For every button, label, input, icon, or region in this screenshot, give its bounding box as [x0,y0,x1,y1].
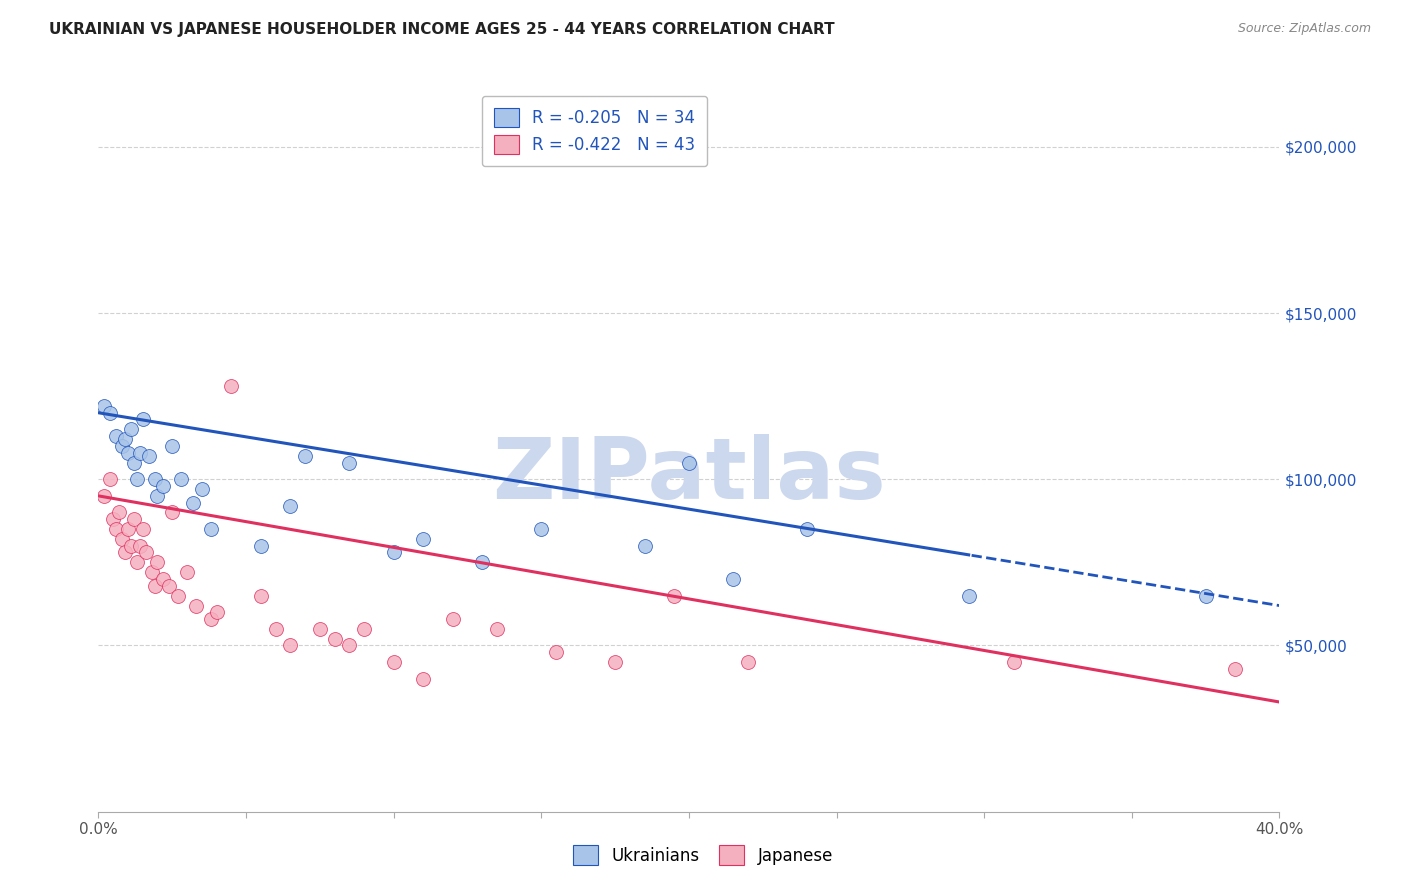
Point [93,399,115,413]
Point [530,522,553,536]
Point [723,572,745,586]
Point [634,539,657,553]
Point [132,412,155,426]
Point [280,499,302,513]
Point [280,639,302,653]
Point [125,472,148,486]
Point [120,539,142,553]
Point [152,479,174,493]
Legend: Ukrainians, Japanese: Ukrainians, Japanese [562,836,844,875]
Point [170,472,193,486]
Point [339,456,361,470]
Point [162,439,183,453]
Point [339,639,361,653]
Point [138,449,160,463]
Point [122,456,145,470]
Point [221,379,243,393]
Point [141,566,163,580]
Point [152,572,174,586]
Text: Source: ZipAtlas.com: Source: ZipAtlas.com [1237,22,1371,36]
Point [309,622,332,636]
Point [382,655,405,669]
Point [132,522,155,536]
Point [122,512,145,526]
Point [959,589,981,603]
Point [111,439,134,453]
Point [98,472,121,486]
Point [353,622,375,636]
Point [382,545,405,559]
Point [143,472,166,486]
Point [143,579,166,593]
Point [167,589,190,603]
Point [135,545,157,559]
Point [117,522,139,536]
Point [108,506,131,520]
Point [737,655,759,669]
Point [128,539,150,553]
Point [264,622,287,636]
Point [114,433,136,447]
Point [546,645,568,659]
Point [105,429,128,443]
Point [250,539,273,553]
Point [412,532,434,546]
Point [105,522,128,536]
Point [176,566,198,580]
Point [605,655,627,669]
Point [98,406,121,420]
Point [323,632,346,646]
Point [181,495,204,509]
Point [250,589,273,603]
Point [162,506,183,520]
Point [678,456,700,470]
Point [146,489,169,503]
Point [200,612,222,626]
Point [111,532,134,546]
Point [1002,655,1025,669]
Point [191,482,214,496]
Point [184,599,207,613]
Point [205,605,228,619]
Point [103,512,125,526]
Point [146,555,169,569]
Point [200,522,222,536]
Point [120,422,142,436]
Point [294,449,316,463]
Point [664,589,686,603]
Point [125,555,148,569]
Legend: R = -0.205   N = 34, R = -0.422   N = 43: R = -0.205 N = 34, R = -0.422 N = 43 [482,96,707,166]
Point [412,672,434,686]
Point [93,489,115,503]
Text: UKRAINIAN VS JAPANESE HOUSEHOLDER INCOME AGES 25 - 44 YEARS CORRELATION CHART: UKRAINIAN VS JAPANESE HOUSEHOLDER INCOME… [49,22,835,37]
Point [117,445,139,459]
Point [128,445,150,459]
Text: ZIPatlas: ZIPatlas [492,434,886,516]
Point [157,579,180,593]
Point [796,522,818,536]
Point [486,622,509,636]
Point [1195,589,1218,603]
Point [1225,662,1247,676]
Point [471,555,494,569]
Point [114,545,136,559]
Point [441,612,464,626]
